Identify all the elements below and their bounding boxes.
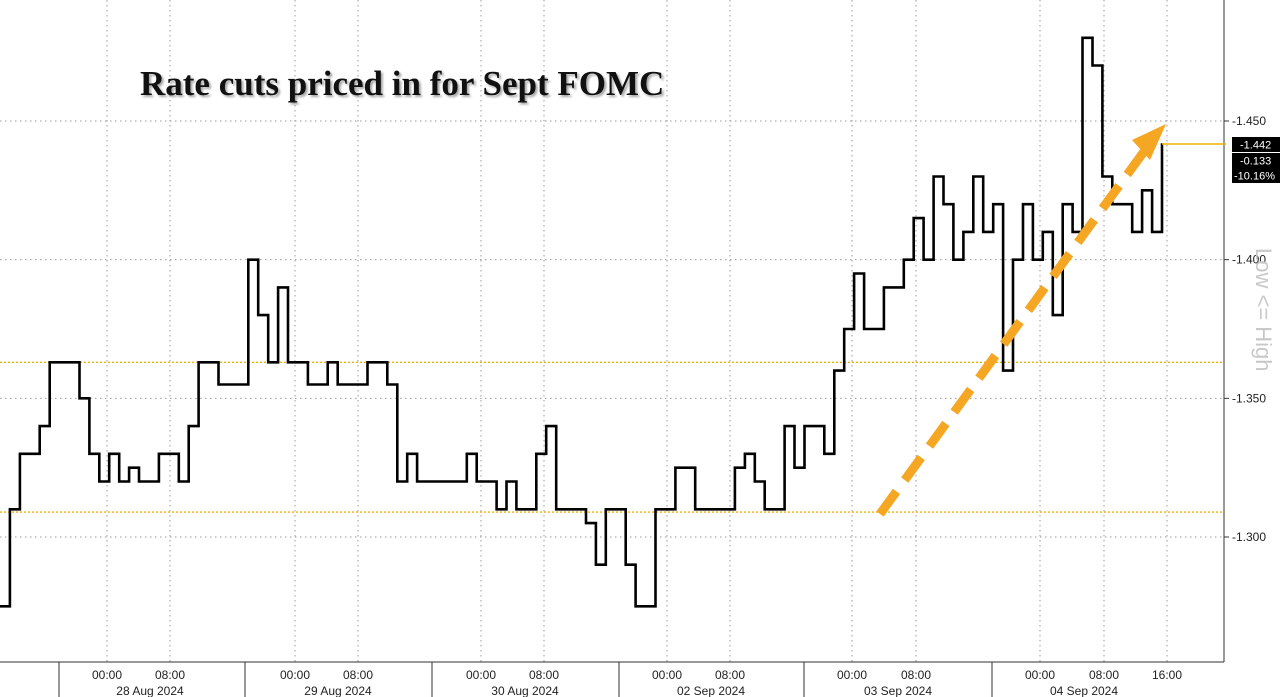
side-label: Low <= High: [1251, 248, 1276, 372]
badge-value: -1.442: [1240, 140, 1271, 152]
series-line: [0, 36, 1164, 608]
y-axis-ticks: -1.450 -1.400 -1.350 -1.300: [1223, 0, 1266, 662]
x-tick-label: 08:00: [529, 668, 559, 682]
x-tick-label: 08:00: [155, 668, 185, 682]
x-tick-label: 00:00: [92, 668, 122, 682]
reference-lines: [0, 361, 1224, 513]
badge-pct: -10.16%: [1234, 171, 1275, 183]
y-tick-label: -1.350: [1232, 391, 1266, 405]
x-tick-label: 08:00: [715, 668, 745, 682]
x-date-label: 02 Sep 2024: [677, 684, 745, 697]
x-tick-label: 00:00: [1025, 668, 1055, 682]
x-date-label: 03 Sep 2024: [864, 684, 932, 697]
x-tick-label: 00:00: [652, 668, 682, 682]
y-tick-label: -1.450: [1232, 114, 1266, 128]
x-tick-label: 00:00: [466, 668, 496, 682]
x-date-label: 04 Sep 2024: [1050, 684, 1118, 697]
x-tick-label: 00:00: [280, 668, 310, 682]
x-tick-label: 00:00: [837, 668, 867, 682]
x-axis: 00:00 08:00 00:00 08:00 00:00 08:00 00:00 08:00…: [0, 661, 1224, 697]
x-tick-label: 08:00: [343, 668, 373, 682]
x-tick-label: 08:00: [901, 668, 931, 682]
x-date-label: 28 Aug 2024: [116, 684, 184, 697]
y-tick-label: -1.300: [1232, 530, 1266, 544]
trend-arrow: [876, 124, 1166, 517]
x-date-label: 30 Aug 2024: [491, 684, 559, 697]
x-tick-label: 16:00: [1152, 668, 1182, 682]
x-date-label: 29 Aug 2024: [304, 684, 372, 697]
x-tick-label: 08:00: [1089, 668, 1119, 682]
badge-change: -0.133: [1240, 156, 1271, 168]
last-value-badge: -1.442 -0.133 -10.16%: [1162, 137, 1280, 183]
y-tick-label: -1.400: [1232, 253, 1266, 267]
chart-title: Rate cuts priced in for Sept FOMC: [140, 64, 664, 103]
